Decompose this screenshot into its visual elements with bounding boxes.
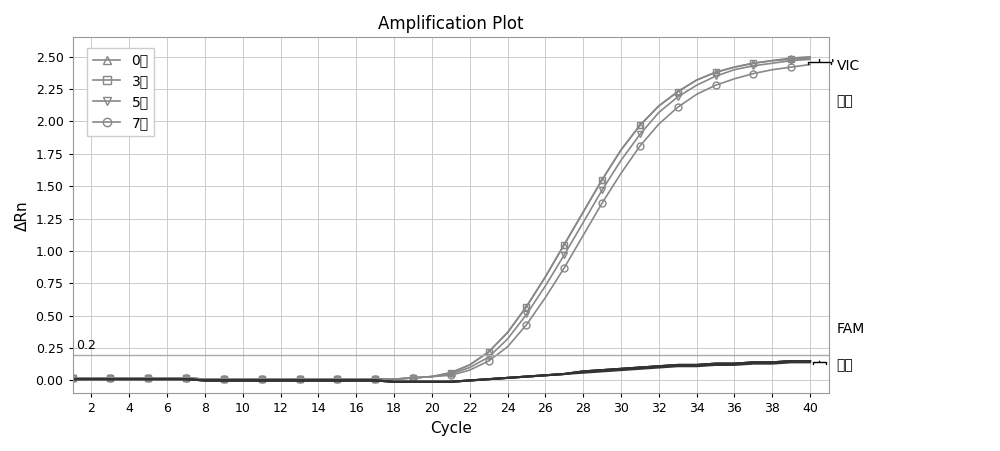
Y-axis label: ΔRn: ΔRn [15, 200, 30, 231]
Text: 通道: 通道 [837, 358, 853, 372]
Text: FAM: FAM [837, 322, 865, 336]
X-axis label: Cycle: Cycle [430, 421, 472, 436]
Text: 0.2: 0.2 [76, 339, 96, 352]
Title: Amplification Plot: Amplification Plot [378, 15, 524, 33]
Text: VIC: VIC [837, 59, 860, 73]
Text: 通道: 通道 [837, 94, 853, 108]
Legend: 0天, 3天, 5天, 7天: 0天, 3天, 5天, 7天 [87, 48, 154, 136]
